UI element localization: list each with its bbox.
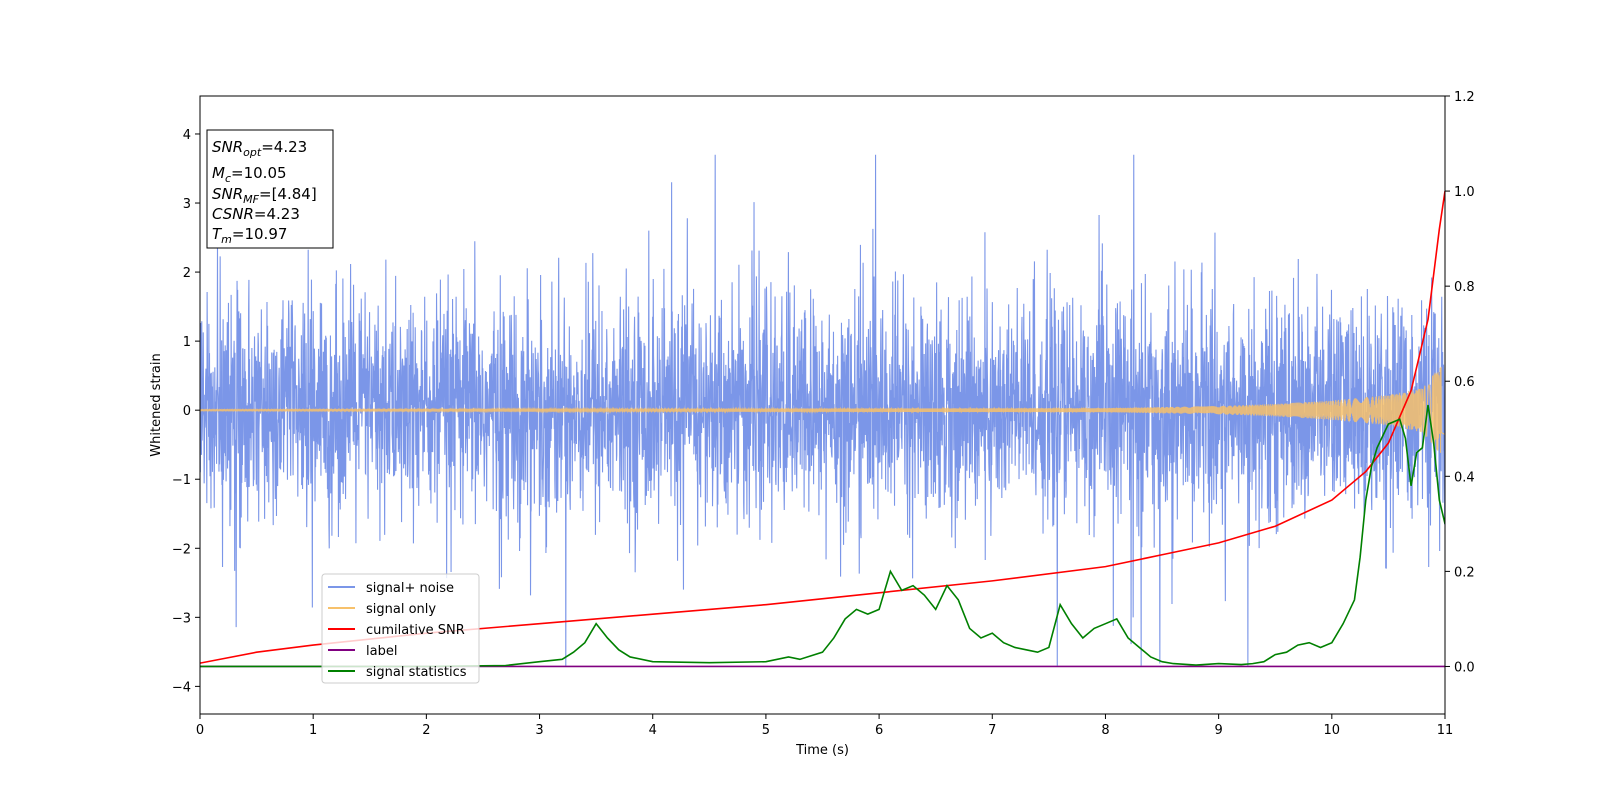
- y-tick-label-left: −1: [172, 473, 191, 488]
- x-tick-label: 7: [988, 723, 996, 738]
- x-tick-label: 2: [422, 723, 430, 738]
- info-csnr: CSNR=4.23: [212, 205, 300, 223]
- y-tick-label-left: 4: [183, 128, 191, 143]
- legend-label-label: label: [366, 644, 397, 659]
- x-tick-label: 5: [762, 723, 770, 738]
- y-tick-label-right: 0.4: [1454, 470, 1475, 485]
- y-axis-left: −4 −3 −2 −1 0 1 2 3 4: [172, 128, 200, 695]
- y-tick-label-right: 0.2: [1454, 565, 1475, 580]
- legend-signal-noise-label: signal+ noise: [366, 581, 454, 596]
- series-signal-statistics: [200, 404, 1445, 668]
- series-signal-noise: [200, 154, 1445, 666]
- x-tick-label: 4: [649, 723, 657, 738]
- info-snr-mf: SNRMF=[4.84]: [212, 185, 317, 206]
- y-tick-label-left: 2: [183, 266, 191, 281]
- y-tick-label-left: 1: [183, 335, 191, 350]
- legend-cumilative-snr-label: cumilative SNR: [366, 623, 465, 638]
- x-axis-label: Time (s): [795, 743, 849, 758]
- y-tick-label-left: −2: [172, 542, 191, 557]
- y-tick-label-right: 1.2: [1454, 90, 1475, 105]
- y-tick-label-right: 0.8: [1454, 280, 1475, 295]
- x-tick-label: 11: [1437, 723, 1454, 738]
- info-snr-opt: SNRopt=4.23: [212, 138, 307, 159]
- x-tick-label: 6: [875, 723, 883, 738]
- plot-frame: [199, 95, 1446, 715]
- x-tick-label: 10: [1324, 723, 1341, 738]
- x-tick-label: 9: [1214, 723, 1222, 738]
- y-tick-label-left: 0: [183, 404, 191, 419]
- x-tick-label: 0: [196, 723, 204, 738]
- y-axis-right: 0.0 0.2 0.4 0.6 0.8 1.0 1.2: [1445, 90, 1475, 675]
- x-tick-label: 1: [309, 723, 317, 738]
- y-axis-label: Whitened strain: [149, 353, 164, 456]
- x-tick-label: 8: [1101, 723, 1109, 738]
- x-axis: 0 1 2 3 4 5 6 7 8 9 10 11: [196, 714, 1453, 738]
- info-tm: Tm=10.97: [212, 225, 287, 246]
- y-tick-label-left: −4: [172, 680, 191, 695]
- x-tick-label: 3: [535, 723, 543, 738]
- info-box: SNRopt=4.23 Mc=10.05SNRMF=[4.84]CSNR=4.23…: [206, 129, 334, 249]
- y-tick-label-right: 1.0: [1454, 185, 1475, 200]
- info-box-frame: [206, 129, 334, 249]
- legend: signal+ noise signal only cumilative SNR la…: [321, 573, 480, 684]
- y-tick-label-left: −3: [172, 611, 191, 626]
- series-signal-only: [200, 366, 1445, 453]
- legend-signal-statistics-label: signal statistics: [366, 665, 467, 680]
- y-tick-label-left: 3: [183, 197, 191, 212]
- legend-frame: [321, 573, 480, 684]
- y-tick-label-right: 0.6: [1454, 375, 1475, 390]
- y-tick-label-right: 0.0: [1454, 660, 1475, 675]
- legend-signal-only-label: signal only: [366, 602, 436, 617]
- info-mc: Mc=10.05: [212, 164, 287, 185]
